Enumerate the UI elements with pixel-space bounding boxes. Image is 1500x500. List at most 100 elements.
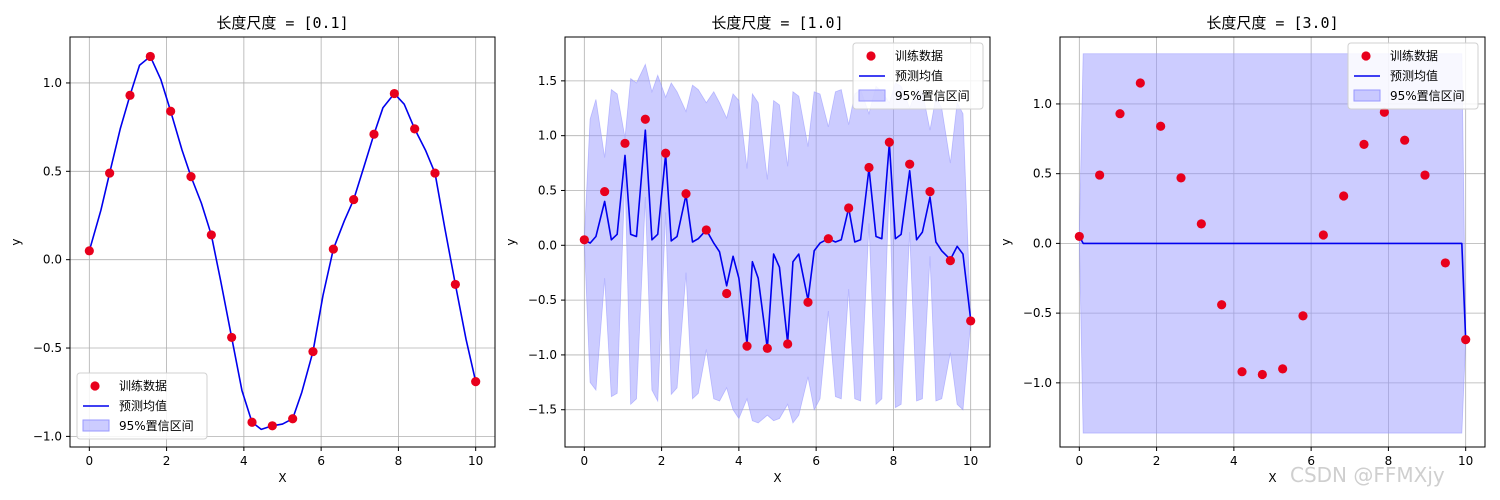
x-tick-label: 4 bbox=[240, 454, 248, 468]
x-tick-label: 2 bbox=[658, 454, 666, 468]
y-tick-label: 0.5 bbox=[1033, 167, 1052, 181]
x-tick-label: 10 bbox=[1458, 454, 1473, 468]
training-point bbox=[450, 279, 460, 290]
chart-panel-length-scale-0-1: 0 2 4 6 8 10 −1.0 −0.5 0.0 0.5 1.0 长度尺度 = [0.1] Xy 训练… bbox=[9, 14, 496, 485]
training-point bbox=[84, 246, 94, 256]
training-point bbox=[661, 148, 671, 158]
y-tick-label: 0.0 bbox=[538, 238, 557, 252]
x-axis-label: X bbox=[1268, 471, 1276, 485]
chart-panel-length-scale-3-0: 0 2 4 6 8 10 −1.0 −0.5 0.0 0.5 1.0 长度尺度 = [3.0] Xy 训练… bbox=[999, 14, 1486, 485]
y-tick-label: −1.5 bbox=[528, 403, 557, 417]
training-point bbox=[579, 235, 589, 245]
training-point bbox=[389, 88, 399, 99]
legend-label: 预测均值 bbox=[895, 68, 943, 83]
training-point bbox=[308, 346, 318, 357]
legend-marker-train bbox=[866, 51, 876, 61]
y-tick-label: −1.0 bbox=[528, 348, 557, 362]
training-point bbox=[410, 124, 420, 134]
training-point bbox=[369, 129, 379, 139]
training-point bbox=[945, 256, 955, 266]
training-point bbox=[430, 168, 440, 178]
training-point bbox=[803, 297, 813, 307]
training-point bbox=[742, 341, 752, 351]
y-tick-label: −0.5 bbox=[33, 341, 62, 355]
x-tick-label: 4 bbox=[1230, 454, 1238, 468]
chart-panel-length-scale-1-0: 0 2 4 6 8 10 −1.5 −1.0 −0.5 0.0 0.5 1.0 1.5 长度尺度 = [1… bbox=[504, 14, 991, 485]
predicted-mean-line bbox=[88, 55, 477, 431]
x-tick-label: 0 bbox=[580, 454, 588, 468]
legend-marker-train bbox=[1361, 51, 1371, 61]
training-point bbox=[640, 114, 650, 124]
legend-marker-train bbox=[90, 381, 100, 391]
training-point bbox=[1115, 109, 1125, 119]
training-point bbox=[125, 90, 135, 100]
training-point bbox=[186, 172, 196, 182]
training-point bbox=[227, 332, 237, 343]
legend-label: 95%置信区间 bbox=[119, 419, 194, 433]
axes-frame bbox=[69, 36, 496, 448]
legend-label: 预测均值 bbox=[1390, 68, 1438, 83]
y-axis-label: y bbox=[9, 238, 23, 245]
training-point bbox=[105, 168, 115, 178]
x-tick-label: 0 bbox=[85, 454, 93, 468]
training-point bbox=[1176, 173, 1186, 183]
training-point bbox=[1420, 170, 1430, 180]
x-tick-label: 4 bbox=[735, 454, 743, 468]
y-tick-label: −1.0 bbox=[1023, 376, 1052, 390]
training-point bbox=[1359, 139, 1369, 149]
training-point bbox=[783, 339, 793, 349]
training-point bbox=[267, 421, 277, 431]
legend-marker-band bbox=[1353, 89, 1381, 102]
axes-frame bbox=[1059, 36, 1486, 448]
y-axis-label: y bbox=[504, 238, 518, 245]
training-point bbox=[1217, 300, 1227, 310]
x-axis-label: X bbox=[278, 471, 286, 485]
y-tick-label: 1.0 bbox=[43, 76, 62, 90]
x-axis-label: X bbox=[773, 471, 781, 485]
legend-label: 训练数据 bbox=[1390, 48, 1438, 63]
training-point bbox=[145, 51, 155, 62]
y-tick-label: 1.0 bbox=[538, 129, 557, 143]
x-tick-label: 10 bbox=[468, 454, 483, 468]
axes-frame bbox=[564, 36, 991, 448]
legend-marker-band bbox=[858, 89, 886, 102]
x-tick-label: 8 bbox=[395, 454, 403, 468]
x-tick-label: 0 bbox=[1075, 454, 1083, 468]
training-point bbox=[1237, 367, 1247, 377]
training-point bbox=[722, 288, 732, 299]
y-tick-label: 1.5 bbox=[538, 74, 557, 88]
x-tick-label: 2 bbox=[163, 454, 171, 468]
y-tick-label: 0.5 bbox=[43, 164, 62, 178]
training-point bbox=[1318, 230, 1328, 240]
training-point bbox=[966, 316, 976, 326]
y-tick-label: −0.5 bbox=[528, 293, 557, 307]
x-tick-label: 6 bbox=[317, 454, 325, 468]
training-point bbox=[471, 377, 481, 387]
training-point bbox=[681, 189, 691, 199]
training-point bbox=[1196, 219, 1206, 229]
x-tick-label: 2 bbox=[1153, 454, 1161, 468]
training-point bbox=[1074, 231, 1084, 242]
training-point bbox=[701, 225, 711, 235]
training-point bbox=[166, 106, 176, 116]
training-point bbox=[620, 138, 630, 148]
training-point bbox=[247, 417, 257, 427]
training-point bbox=[905, 159, 915, 169]
y-tick-label: 0.0 bbox=[43, 253, 62, 267]
training-point bbox=[600, 186, 610, 197]
training-point bbox=[1339, 191, 1349, 201]
chart-title: 长度尺度 = [0.1] bbox=[216, 14, 348, 32]
y-tick-label: 0.0 bbox=[1033, 236, 1052, 250]
predicted-mean-line bbox=[583, 129, 972, 350]
training-point bbox=[1400, 135, 1410, 145]
y-tick-label: 0.5 bbox=[538, 183, 557, 197]
y-axis-label: y bbox=[999, 238, 1013, 245]
x-tick-label: 6 bbox=[812, 454, 820, 468]
x-tick-label: 10 bbox=[963, 454, 978, 468]
y-tick-label: 1.0 bbox=[1033, 97, 1052, 111]
training-point bbox=[1257, 369, 1267, 380]
training-point bbox=[1135, 78, 1145, 88]
